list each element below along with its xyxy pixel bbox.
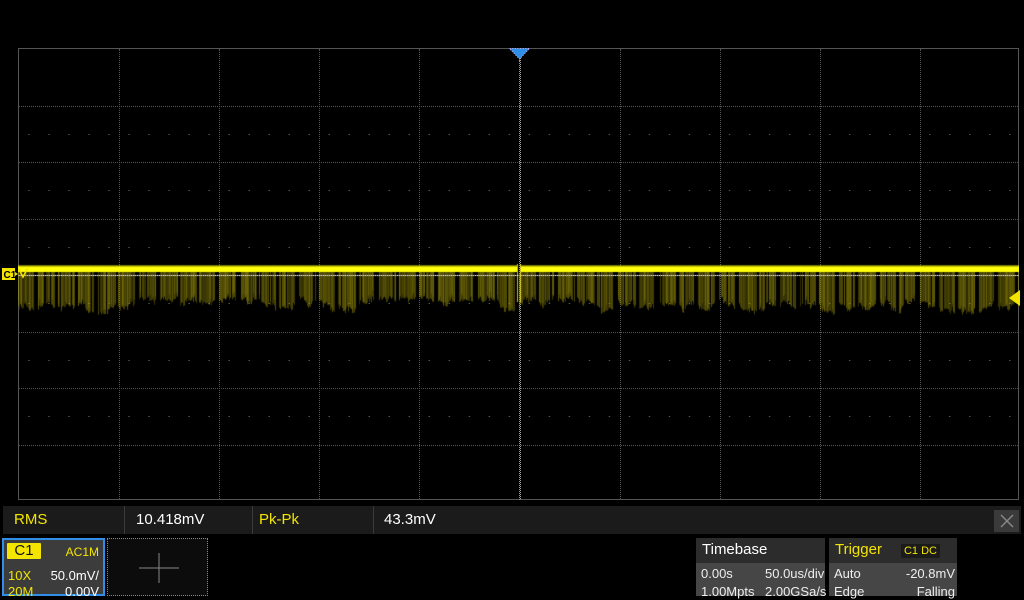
svg-text:C1: C1 — [4, 270, 17, 281]
